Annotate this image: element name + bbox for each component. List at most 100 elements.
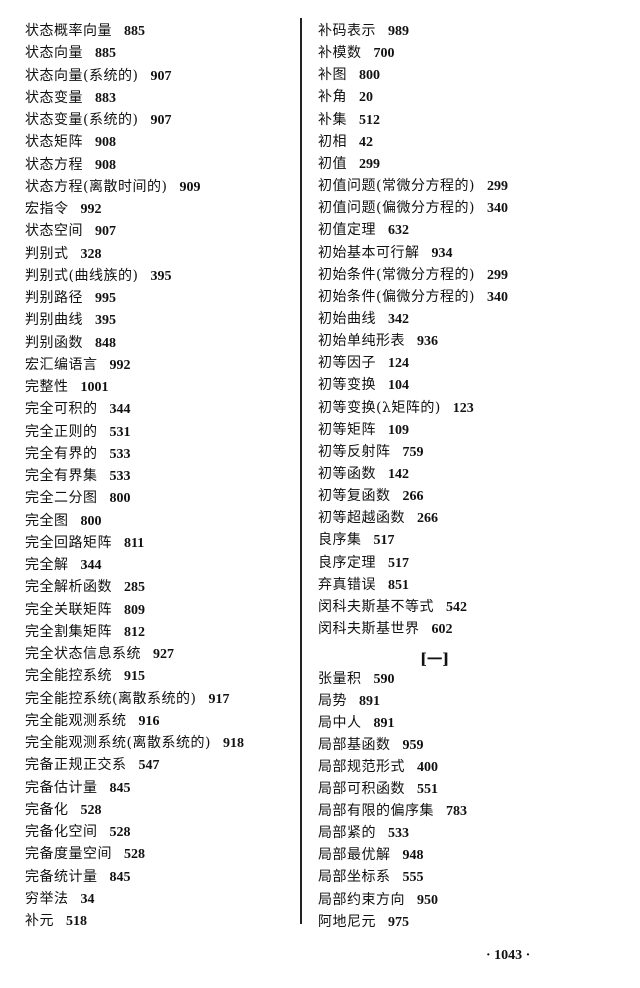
- index-entry: 完备化 528: [25, 800, 102, 820]
- index-entry: 局部有限的偏序集 783: [318, 801, 467, 821]
- index-entry: 完全回路矩阵 811: [25, 533, 144, 553]
- index-page-ref: 400: [417, 760, 438, 776]
- index-term: 完全有界集: [25, 468, 98, 484]
- index-term: 初值问题(常微分方程的): [318, 178, 475, 195]
- index-page-ref: 518: [66, 914, 87, 929]
- index-page-ref: 124: [388, 356, 409, 372]
- index-page-ref: 908: [95, 157, 116, 173]
- index-entry: 补图 800: [318, 65, 380, 85]
- index-entry: 初等变换 104: [318, 375, 409, 395]
- index-term: 局部规范形式: [318, 759, 405, 776]
- index-term: 完整性: [25, 379, 69, 395]
- index-page-ref: 907: [95, 224, 116, 240]
- index-page-ref: 533: [388, 826, 409, 842]
- index-page-ref: 809: [124, 602, 145, 618]
- index-entry: 初始基本可行解 934: [318, 243, 453, 263]
- index-page-ref: 20: [359, 90, 373, 106]
- index-entry: 初值问题(常微分方程的) 299: [318, 176, 508, 196]
- index-entry: 补元 518: [25, 911, 87, 931]
- index-term: 完全有界的: [25, 445, 98, 462]
- index-page-ref: 915: [124, 669, 145, 685]
- index-term: 完备化空间: [25, 824, 98, 840]
- index-page-ref: 590: [373, 672, 395, 687]
- index-entry: 完全能观测系统 916: [25, 711, 160, 731]
- index-entry: 局部规范形式 400: [318, 757, 438, 777]
- index-entry: 完全图 800: [25, 511, 102, 531]
- index-page-ref: 759: [402, 444, 424, 460]
- index-term: 完全能观测系统: [25, 712, 127, 729]
- index-term: 完全可积的: [25, 401, 98, 418]
- index-term: 完全能控系统: [25, 668, 112, 685]
- index-entry: 完全解 344: [25, 555, 102, 575]
- index-entry: 宏汇编语言 992: [25, 355, 131, 375]
- index-entry: 初等复函数 266: [318, 486, 424, 506]
- index-page-ref: 848: [95, 335, 116, 351]
- index-page-ref: 266: [402, 489, 424, 505]
- index-term: 初始基本可行解: [318, 244, 420, 261]
- index-page-ref: 517: [388, 555, 409, 571]
- index-term: 初等超越函数: [318, 510, 405, 527]
- index-page-ref: 948: [402, 848, 424, 864]
- index-entry: 良序集 517: [318, 530, 395, 550]
- index-entry: 局部约束方向 950: [318, 890, 438, 910]
- index-term: 弃真错误: [318, 576, 376, 593]
- index-term: 完全解析函数: [25, 579, 112, 596]
- index-page-ref: 989: [388, 24, 409, 39]
- index-entry: 完全可积的 344: [25, 399, 131, 419]
- index-entry: 局势 891: [318, 691, 380, 711]
- index-page-ref: 395: [150, 268, 172, 284]
- index-page-ref: 528: [109, 825, 131, 840]
- index-entry: 初值 299: [318, 154, 380, 174]
- index-page-ref: 908: [95, 135, 116, 151]
- index-entry: 初始条件(常微分方程的) 299: [318, 265, 508, 285]
- index-page-ref: 551: [417, 782, 438, 798]
- index-entry: 局中人 891: [318, 713, 395, 733]
- index-term: 闵科夫斯基不等式: [318, 598, 434, 615]
- index-term: 局部紧的: [318, 825, 376, 842]
- index-term: 补模数: [318, 45, 362, 62]
- index-term: 初相: [318, 133, 347, 150]
- index-entry: 判别路径 995: [25, 288, 116, 308]
- index-entry: 完全二分图 800: [25, 488, 131, 508]
- index-entry: 完备估计量 845: [25, 778, 131, 798]
- index-term: 阿地尼元: [318, 913, 376, 930]
- index-page-ref: 344: [80, 558, 102, 573]
- index-term: 初等矩阵: [318, 421, 376, 438]
- index-page-ref: 512: [359, 112, 380, 128]
- index-entry: 初等超越函数 266: [318, 508, 438, 528]
- index-term: 初等因子: [318, 355, 376, 372]
- index-term: 补图: [318, 67, 347, 84]
- index-term: 判别式: [25, 245, 69, 262]
- index-entry: 状态方程 908: [25, 155, 116, 175]
- index-page-ref: 340: [486, 289, 508, 305]
- index-entry: 状态概率向量 885: [25, 21, 145, 41]
- index-entry: 判别式(曲线族的) 395: [25, 266, 171, 286]
- index-entry: 判别函数 848: [25, 333, 116, 353]
- index-term: 初值: [318, 155, 347, 172]
- index-entry: 局部紧的 533: [318, 823, 409, 843]
- index-term: 局势: [318, 693, 347, 710]
- index-term: 初等变换: [318, 377, 376, 394]
- index-page-ref: 528: [124, 847, 145, 863]
- index-page-ref: 992: [80, 202, 102, 217]
- index-entry: 完全有界的 533: [25, 444, 131, 464]
- index-page-ref: 845: [109, 869, 131, 885]
- index-term: 宏汇编语言: [25, 356, 98, 373]
- index-entry: 初值问题(偏微分方程的) 340: [318, 198, 508, 218]
- index-entry: 初相 42: [318, 132, 373, 152]
- index-entry: 完全解析函数 285: [25, 577, 145, 597]
- index-term: 状态方程(离散时间的): [25, 178, 168, 195]
- index-term: 状态矩阵: [25, 134, 83, 151]
- index-page-ref: 533: [109, 469, 131, 484]
- index-term: 完全状态信息系统: [25, 646, 141, 662]
- index-entry: 完备正规正交系 547: [25, 755, 160, 775]
- index-term: 状态变量: [25, 89, 83, 106]
- index-entry: 初等变换(λ矩阵的) 123: [318, 398, 474, 418]
- index-page-ref: 531: [109, 424, 131, 440]
- index-entry: 阿地尼元 975: [318, 912, 409, 932]
- index-page-ref: 885: [95, 46, 116, 62]
- index-term: 完全能观测系统(离散系统的): [25, 735, 211, 751]
- index-entry: 完备化空间 528: [25, 822, 131, 842]
- index-page-ref: 783: [446, 804, 467, 820]
- index-term: 完备化: [25, 801, 69, 818]
